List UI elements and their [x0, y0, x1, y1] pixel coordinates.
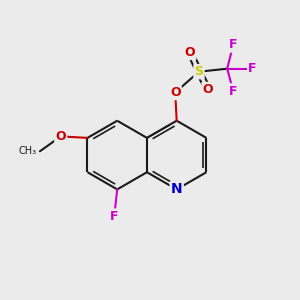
Text: N: N	[171, 182, 182, 197]
Text: S: S	[194, 65, 203, 78]
Text: CH₃: CH₃	[19, 146, 37, 156]
Text: F: F	[248, 62, 257, 75]
Text: F: F	[229, 38, 237, 51]
Text: O: O	[202, 83, 213, 96]
Text: O: O	[185, 46, 195, 59]
Text: O: O	[170, 86, 181, 99]
Text: O: O	[56, 130, 66, 143]
Text: F: F	[110, 210, 118, 223]
Text: F: F	[229, 85, 237, 98]
